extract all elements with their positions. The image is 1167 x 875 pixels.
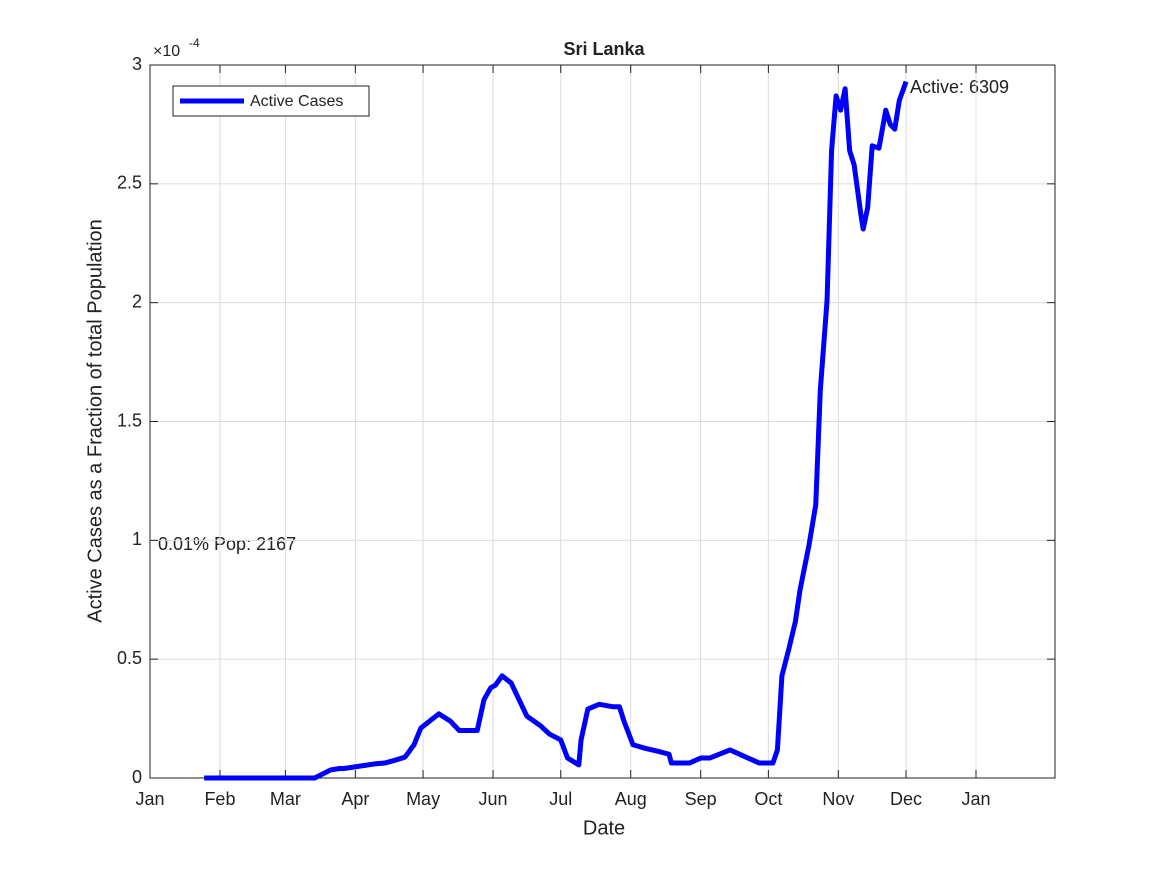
- x-tick-label: Oct: [754, 789, 782, 809]
- legend-label: Active Cases: [250, 93, 343, 110]
- chart-title: Sri Lanka: [563, 39, 645, 59]
- x-tick-label: Jul: [549, 789, 572, 809]
- y-tick-label: 0: [132, 767, 142, 787]
- x-tick-label: Jun: [479, 789, 508, 809]
- x-tick-label: Jan: [961, 789, 990, 809]
- x-tick-label: Dec: [890, 789, 922, 809]
- x-tick-label: May: [406, 789, 440, 809]
- y-axis-label: Active Cases as a Fraction of total Popu…: [84, 219, 106, 623]
- x-tick-label: Mar: [270, 789, 301, 809]
- y-tick-label: 3: [132, 54, 142, 74]
- y-tick-label: 1.5: [117, 410, 142, 430]
- y-tick-label: 2.5: [117, 173, 142, 193]
- plot-frame: [149, 64, 1056, 779]
- x-axis-label: Date: [583, 817, 625, 839]
- x-tick-label: Nov: [822, 789, 854, 809]
- x-tick-label: Feb: [204, 789, 235, 809]
- x-tick-label: Apr: [341, 789, 369, 809]
- annotation: 0.01% Pop: 2167: [158, 534, 296, 554]
- annotation: Active: 6309: [910, 77, 1009, 97]
- y-tick-label: 1: [132, 529, 142, 549]
- x-tick-label: Jan: [135, 789, 164, 809]
- y-tick-label: 0.5: [117, 648, 142, 668]
- y-tick-label: 2: [132, 291, 142, 311]
- x-tick-label: Aug: [615, 789, 647, 809]
- y-exponent-base: ×10: [153, 43, 180, 60]
- y-exponent: -4: [189, 36, 200, 50]
- data-line: [204, 80, 909, 781]
- x-tick-label: Sep: [685, 789, 717, 809]
